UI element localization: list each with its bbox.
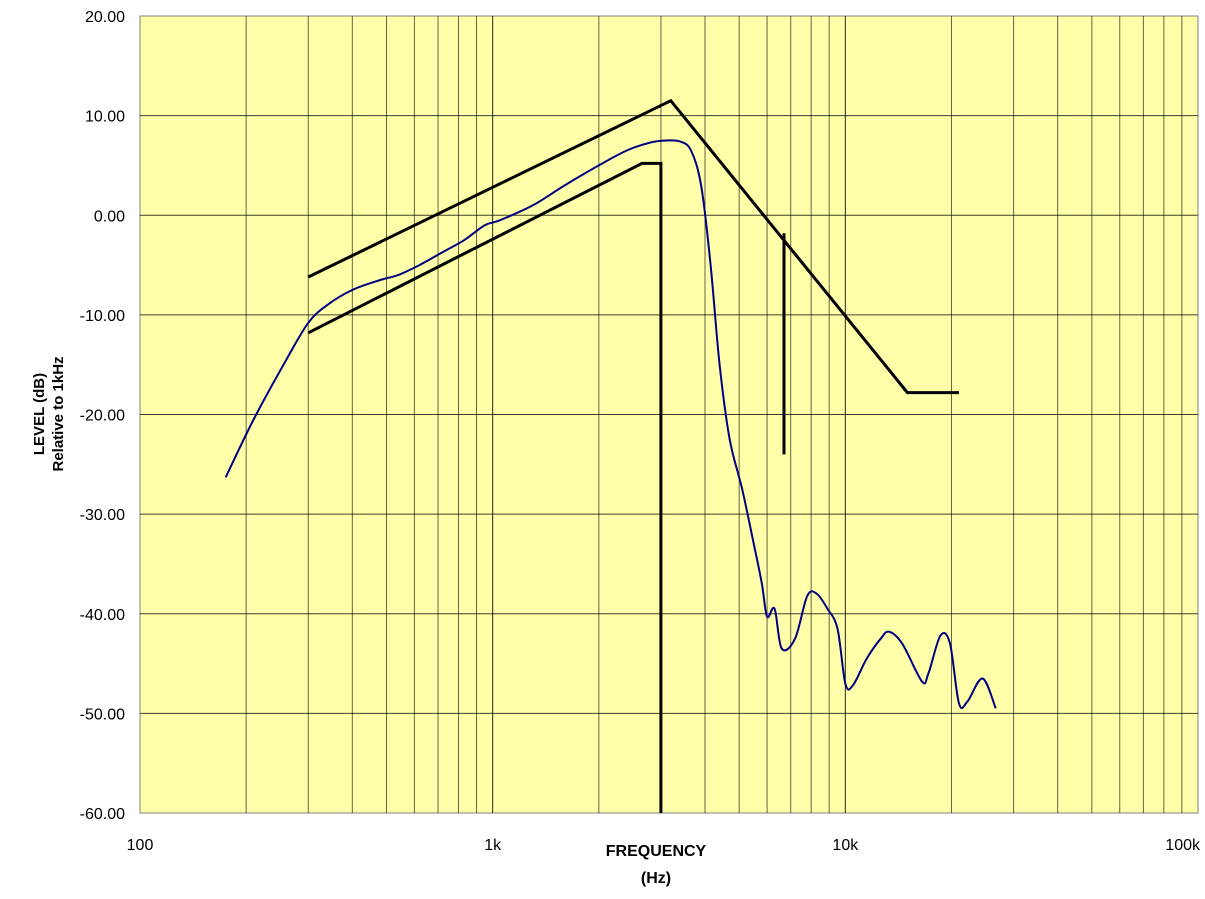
series-line-0 [224,139,997,710]
y-tick-label: 20.00 [85,9,125,26]
y-tick-label: -60.00 [80,806,125,823]
x-axis-unit: (Hz) [641,870,671,887]
y-tick-label: -50.00 [80,706,125,723]
x-tick-label: 100k [1165,837,1201,854]
x-tick-label: 10k [832,837,859,854]
x-axis-label: FREQUENCY [606,843,707,860]
y-tick-label: -10.00 [80,308,125,325]
x-tick-label: 100 [127,837,154,854]
y-tick-label: -20.00 [80,408,125,425]
tick-labels: 20.00 10.00 0.00 -10.00 -20.00 -30.00 -40.00 -5… [80,9,1201,854]
y-tick-label: 0.00 [94,208,125,225]
y-tick-label: -30.00 [80,507,125,524]
y-tick-label: -40.00 [80,607,125,624]
y-tick-label: 10.00 [85,109,125,126]
series-group [224,98,997,813]
grid-lines [140,16,1198,813]
x-tick-label: 1k [484,837,502,854]
y-axis-label: LEVEL (dB) [31,373,48,455]
series-line-2 [307,161,663,813]
y-axis-label-secondary: Relative to 1kHz [50,356,67,471]
series-line-1 [307,98,959,395]
